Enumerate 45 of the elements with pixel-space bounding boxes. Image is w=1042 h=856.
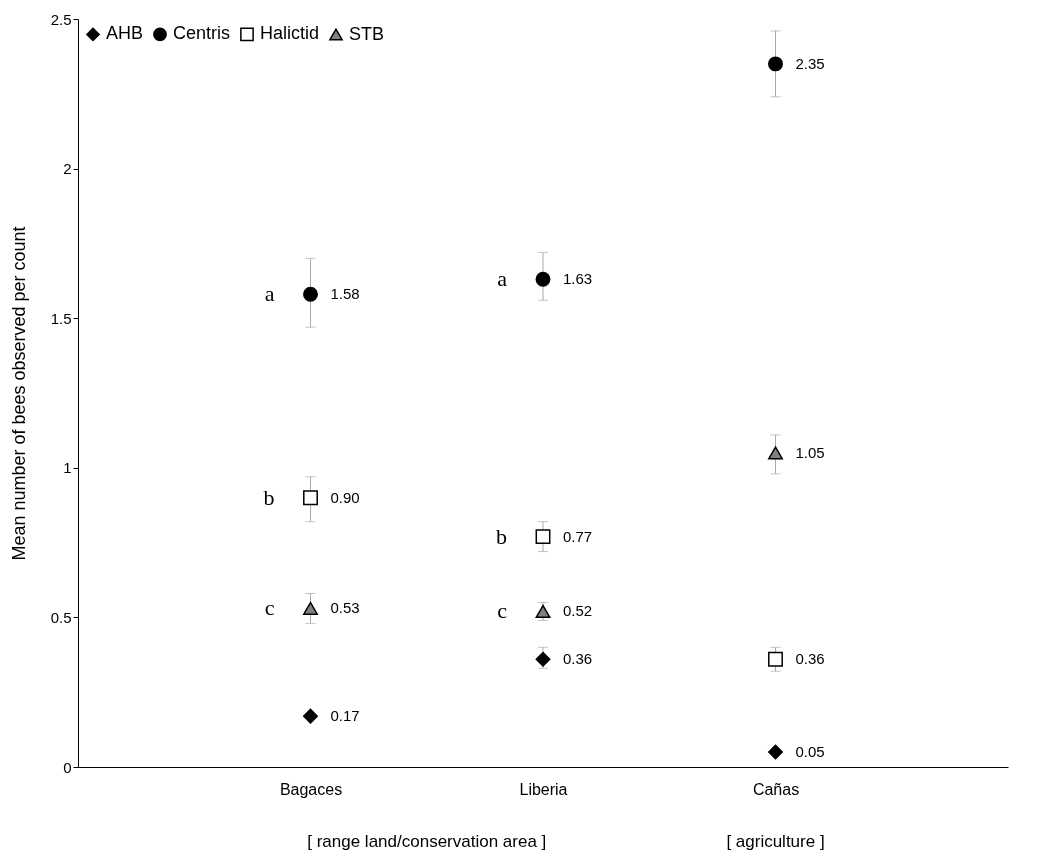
y-tick-label: 0.5 (50, 608, 72, 626)
point (535, 271, 551, 287)
point (768, 56, 783, 72)
data-label: 0.36 (563, 650, 593, 668)
point (535, 651, 551, 667)
legend-label: STB (349, 23, 385, 44)
annotation: b (263, 484, 275, 510)
annotation: c (497, 598, 508, 624)
point (303, 490, 318, 506)
point (303, 286, 318, 302)
data-label: 0.53 (330, 599, 360, 617)
data-label: 0.17 (330, 707, 360, 725)
y-tick-label: 0 (63, 758, 72, 776)
annotation: b (496, 523, 507, 549)
y-tick-label: 2 (63, 160, 72, 178)
annotation: c (264, 595, 275, 621)
point (535, 529, 551, 545)
x-tick-label: Liberia (519, 780, 568, 798)
legend-label: Halictid (260, 23, 320, 44)
text: [ agriculture ] (726, 832, 825, 851)
y-tick-label: 1 (63, 459, 72, 477)
x-tick-label: Bagaces (279, 780, 343, 798)
data-label: 0.77 (563, 527, 593, 545)
legend-label: Centris (173, 23, 231, 44)
legend-label: AHB (106, 23, 144, 44)
annotation: a (264, 281, 275, 307)
data-label: 0.90 (330, 488, 360, 506)
point (768, 651, 783, 667)
data-label: 1.58 (330, 285, 360, 303)
point (303, 601, 318, 615)
data-label: 0.36 (795, 650, 825, 668)
x-tick-label: Cañas (752, 780, 800, 798)
y-tick-label: 1.5 (50, 309, 72, 327)
text: [ range land/conservation area ] (307, 832, 547, 851)
y-axis-title: Mean number of bees observed per count (8, 226, 29, 561)
data-label: 0.05 (795, 743, 825, 761)
y-tick-label: 2.5 (50, 10, 72, 28)
data-label: 1.63 (563, 270, 593, 288)
point (768, 446, 783, 460)
point (768, 744, 783, 760)
data-label: 0.52 (563, 602, 593, 620)
data-label: 2.35 (795, 54, 825, 72)
point (303, 708, 318, 724)
annotation: a (497, 266, 508, 292)
data-label: 1.05 (795, 443, 825, 461)
